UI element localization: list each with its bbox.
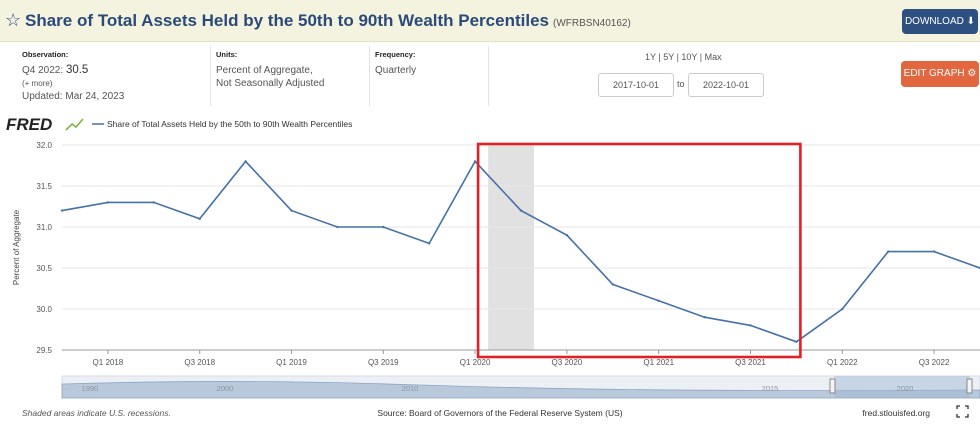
navigator-series: [61, 381, 980, 399]
site-link[interactable]: fred.stlouisfed.org: [862, 408, 930, 418]
x-tick-label: Q1 2021: [643, 358, 674, 367]
title-bar: ☆ Share of Total Assets Held by the 50th…: [0, 0, 980, 42]
data-point: [382, 225, 385, 229]
data-point: [932, 250, 936, 253]
star-icon[interactable]: ☆: [5, 10, 22, 30]
divider: [369, 46, 370, 106]
range-max[interactable]: Max: [704, 52, 722, 62]
x-tick-label: Q1 2018: [93, 358, 124, 367]
data-point: [887, 250, 890, 253]
data-point: [336, 225, 339, 229]
y-tick-label: 30.0: [36, 305, 52, 314]
range-links: 1Y | 5Y | 10Y | Max: [645, 52, 722, 62]
x-tick-label: Q3 2019: [368, 358, 399, 367]
units-label: Units:: [216, 50, 238, 59]
data-point: [106, 201, 110, 204]
chart-area: FRED Share of Total Assets Held by the 50…: [0, 108, 980, 433]
navigator-selection[interactable]: [834, 376, 970, 398]
range-10y[interactable]: 10Y: [681, 52, 698, 62]
navigator-year-label: 2000: [217, 384, 234, 393]
data-point: [657, 299, 660, 302]
navigator-handle-left[interactable]: [829, 378, 836, 394]
y-tick-label: 31.0: [36, 223, 52, 232]
range-1y[interactable]: 1Y: [645, 52, 656, 62]
data-point: [519, 209, 523, 212]
recession-note: Shaded areas indicate U.S. recessions.: [22, 408, 171, 418]
data-point: [198, 217, 201, 220]
navigator-year-label: 2010: [402, 384, 419, 393]
edit-graph-button[interactable]: EDIT GRAPH ⚙: [901, 61, 979, 87]
divider: [210, 46, 211, 106]
gear-icon: ⚙: [967, 68, 977, 79]
data-point: [565, 234, 569, 237]
observation-value: 30.5: [65, 64, 89, 76]
frequency-label: Frequency:: [375, 50, 416, 59]
x-tick-label: Q1 2020: [460, 358, 491, 367]
data-point: [60, 209, 64, 212]
download-button[interactable]: DOWNLOAD ⬇: [902, 9, 978, 34]
page-title: Share of Total Assets Held by the 50th t…: [25, 11, 631, 31]
start-date-input[interactable]: 2017-10-01: [598, 73, 674, 97]
navigator-year-label: 2015: [762, 384, 779, 393]
navigator-year-label: 2020: [897, 384, 914, 393]
y-tick-label: 29.5: [36, 346, 52, 355]
more-link[interactable]: (+ more): [22, 79, 53, 88]
data-point: [290, 209, 293, 212]
observation-label: Observation:: [22, 50, 69, 59]
source-note: Source: Board of Governors of the Federa…: [377, 408, 622, 418]
updated-date: Updated: Mar 24, 2023: [22, 91, 125, 102]
edit-graph-label: EDIT GRAPH: [903, 68, 965, 79]
units-block: Units: Percent of Aggregate, Not Seasona…: [216, 48, 324, 90]
recession-shade: [488, 145, 534, 350]
data-point: [152, 201, 155, 204]
legend-label: Share of Total Assets Held by the 50th t…: [107, 119, 352, 129]
data-point: [795, 340, 798, 343]
observation-block: Observation: Q4 2022: 30.5 (+ more) Upda…: [22, 48, 124, 103]
frequency-block: Frequency: Quarterly: [375, 48, 416, 77]
data-point: [749, 324, 752, 327]
y-tick-label: 31.5: [36, 182, 52, 191]
x-tick-label: Q3 2020: [552, 358, 583, 367]
series-title: Share of Total Assets Held by the 50th t…: [25, 11, 549, 30]
navigator-year-label: 1990: [82, 384, 99, 393]
x-tick-label: Q3 2022: [919, 358, 950, 367]
to-label: to: [677, 79, 685, 89]
series-id: (WFRBSN40162): [553, 18, 631, 29]
units-line-2: Not Seasonally Adjusted: [216, 78, 325, 89]
data-point: [244, 160, 247, 163]
y-tick-label: 32.0: [36, 141, 52, 150]
fred-logo: FRED: [6, 115, 52, 134]
data-point: [841, 307, 844, 311]
download-label: DOWNLOAD: [904, 16, 964, 27]
x-tick-label: Q3 2018: [184, 358, 215, 367]
data-point: [473, 160, 477, 163]
frequency-value: Quarterly: [375, 65, 417, 76]
end-date-input[interactable]: 2022-10-01: [688, 73, 764, 97]
fred-logo-chart-icon: [65, 118, 84, 131]
x-tick-label: Q1 2022: [827, 358, 858, 367]
x-tick-label: Q1 2019: [276, 358, 307, 367]
line-chart: FRED Share of Total Assets Held by the 50…: [6, 115, 980, 418]
divider: [488, 46, 489, 106]
highlight-box: [476, 142, 802, 359]
data-point: [611, 283, 614, 286]
data-point: [428, 242, 431, 245]
x-tick-label: Q3 2021: [735, 358, 766, 367]
y-axis-label: Percent of Aggregate: [12, 209, 21, 285]
series-info-bar: Observation: Q4 2022: 30.5 (+ more) Upda…: [0, 42, 980, 108]
observation-period: Q4 2022:: [22, 65, 64, 76]
range-5y[interactable]: 5Y: [663, 52, 675, 62]
fullscreen-icon[interactable]: [956, 405, 969, 418]
download-icon: ⬇: [966, 16, 976, 27]
units-line-1: Percent of Aggregate,: [216, 65, 313, 76]
data-point: [703, 316, 706, 319]
navigator-handle-right[interactable]: [966, 378, 973, 394]
y-tick-label: 30.5: [36, 264, 52, 273]
